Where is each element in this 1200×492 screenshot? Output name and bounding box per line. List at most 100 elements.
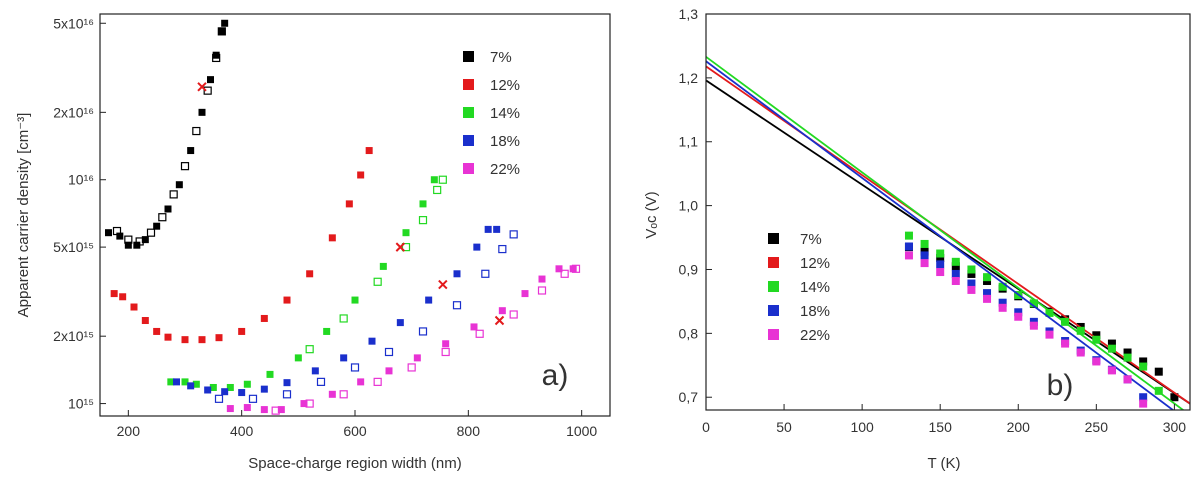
x-tick-label: 600 <box>343 423 367 439</box>
data-point <box>226 383 234 391</box>
data-point-open <box>418 216 428 225</box>
panel-a-xlabel: Space-charge region width (nm) <box>248 455 461 472</box>
data-point <box>283 296 291 304</box>
legend-label: 7% <box>800 231 822 248</box>
data-point-open <box>433 185 442 195</box>
x-tick-label: 250 <box>1085 419 1109 435</box>
data-point-open <box>180 162 190 171</box>
data-point <box>238 327 246 335</box>
series-18pct <box>173 225 518 403</box>
data-point <box>1123 375 1132 384</box>
y-tick-label: 2x10¹⁵ <box>53 328 94 344</box>
data-point <box>260 385 268 393</box>
data-point <box>967 285 976 294</box>
data-point <box>226 405 234 413</box>
data-point <box>207 76 214 84</box>
data-point <box>141 236 149 244</box>
data-point <box>396 319 404 327</box>
data-point <box>1154 367 1163 376</box>
data-point-open <box>537 286 547 295</box>
data-point <box>218 27 226 35</box>
legend-label: 22% <box>490 161 520 178</box>
data-point <box>1123 353 1132 362</box>
data-point <box>1154 386 1163 395</box>
data-point <box>983 289 992 298</box>
data-point-open <box>373 277 382 286</box>
data-point <box>951 276 960 285</box>
y-tick-label: 5x10¹⁵ <box>53 239 94 255</box>
data-point <box>1107 366 1116 375</box>
data-point <box>1061 339 1070 348</box>
data-point <box>1014 312 1023 321</box>
data-point <box>368 337 376 345</box>
panel-a-label: a) <box>542 359 569 392</box>
data-point <box>951 257 960 266</box>
data-point <box>181 378 189 386</box>
y-tick-label: 10¹⁶ <box>68 172 94 188</box>
data-point-open <box>441 347 450 357</box>
data-point <box>379 262 387 270</box>
x-tick-label: 150 <box>929 419 953 435</box>
data-point <box>1107 339 1116 348</box>
data-point <box>998 298 1007 307</box>
data-point-open <box>407 363 416 372</box>
panel-b-chart: 0 50 100 150 200 250 3000,70,80,91,01,11,21,3 … <box>643 6 1191 472</box>
data-point <box>215 334 223 342</box>
data-point <box>221 388 229 396</box>
data-point <box>413 354 421 362</box>
data-point <box>967 269 976 278</box>
data-point <box>983 273 992 282</box>
data-point <box>555 265 563 273</box>
data-point <box>260 314 268 322</box>
data-point <box>105 229 112 237</box>
data-point <box>904 251 913 260</box>
data-point-open <box>481 269 490 278</box>
data-point <box>340 354 348 362</box>
data-point <box>130 303 138 311</box>
legend-label: 12% <box>490 77 520 94</box>
data-point <box>187 147 195 155</box>
data-point <box>294 354 302 362</box>
data-point <box>167 378 175 386</box>
panel-b-ticks: 0 50 100 150 200 250 300 0,7 0,8 0,9 1,0 1,1 1,2 1,3 <box>679 6 1187 435</box>
data-point <box>153 222 161 230</box>
data-point <box>1045 330 1054 339</box>
data-point-open <box>316 377 326 386</box>
x-tick-label: 50 <box>776 419 792 435</box>
data-point <box>1092 331 1101 340</box>
legend-swatch <box>463 163 474 174</box>
data-point <box>1107 344 1116 353</box>
data-point-open <box>214 394 224 403</box>
legend-swatch <box>463 79 474 90</box>
data-point <box>133 241 141 249</box>
data-point <box>430 176 438 184</box>
data-point <box>1139 393 1148 402</box>
y-tick-label: 1,0 <box>679 198 699 214</box>
data-point-open <box>384 347 394 357</box>
data-point <box>473 243 481 251</box>
panel-b-label: b) <box>1047 369 1074 402</box>
legend-swatch <box>768 281 779 292</box>
data-point <box>243 380 251 388</box>
data-point <box>345 200 353 208</box>
legend-swatch <box>463 107 474 118</box>
data-point <box>521 290 529 298</box>
data-point <box>419 200 427 208</box>
data-point <box>198 336 206 344</box>
red-x-marker <box>438 279 448 290</box>
data-point <box>323 327 331 335</box>
y-tick-label: 0,9 <box>679 261 699 277</box>
data-point <box>277 406 285 414</box>
panel-a-legend: 7% 12% 14% 18% 22% <box>463 49 520 178</box>
data-point <box>1076 348 1085 357</box>
data-point <box>1123 348 1132 357</box>
panel-a-series <box>105 19 581 415</box>
data-point <box>187 382 195 390</box>
series-14pct <box>706 56 1185 410</box>
data-point <box>260 406 268 414</box>
y-tick-label: 2x10¹⁶ <box>53 104 94 120</box>
data-point-open <box>498 244 507 254</box>
panel-b-xlabel: T (K) <box>927 455 960 472</box>
y-tick-label: 1,3 <box>679 6 699 22</box>
panel-a-chart: 200 400 600 800 1000 10¹⁵ 2x10¹⁵ 5x10¹⁵ 10¹⁶ 2x10… <box>15 13 611 472</box>
